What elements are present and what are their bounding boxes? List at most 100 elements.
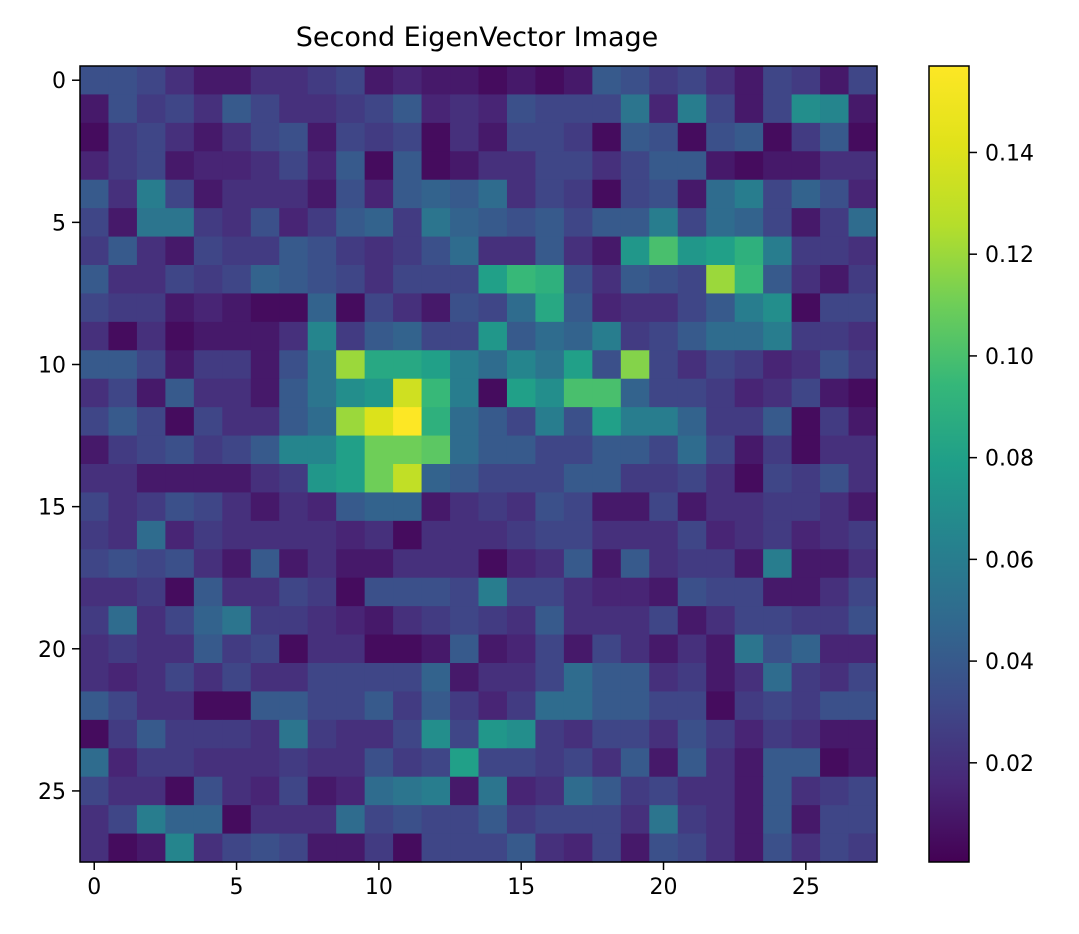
heatmap-cell bbox=[535, 691, 565, 721]
heatmap-cell bbox=[535, 265, 565, 295]
heatmap-cell bbox=[649, 350, 679, 380]
heatmap-cell bbox=[649, 520, 679, 550]
heatmap-cell bbox=[734, 66, 764, 96]
heatmap-cell bbox=[222, 122, 252, 152]
heatmap-cell bbox=[649, 66, 679, 96]
heatmap-cell bbox=[763, 606, 793, 636]
heatmap-cell bbox=[535, 293, 565, 323]
heatmap-cell bbox=[364, 634, 394, 664]
heatmap-cell bbox=[336, 265, 366, 295]
heatmap-cell bbox=[848, 748, 878, 778]
heatmap-cell bbox=[336, 378, 366, 408]
heatmap-cell bbox=[279, 350, 309, 380]
heatmap-cell bbox=[393, 549, 423, 579]
heatmap-cell bbox=[563, 663, 593, 693]
heatmap-cell bbox=[80, 719, 110, 749]
heatmap-cell bbox=[478, 691, 508, 721]
heatmap-cell bbox=[592, 520, 622, 550]
heatmap-cell bbox=[364, 236, 394, 266]
heatmap-cell bbox=[450, 236, 480, 266]
heatmap-cell bbox=[848, 407, 878, 437]
heatmap-cell bbox=[450, 492, 480, 522]
heatmap-cell bbox=[222, 776, 252, 806]
heatmap-cell bbox=[421, 407, 451, 437]
heatmap-cell bbox=[108, 634, 138, 664]
heatmap-cell bbox=[535, 634, 565, 664]
heatmap-cell bbox=[421, 122, 451, 152]
heatmap-cell bbox=[421, 719, 451, 749]
heatmap-cell bbox=[279, 94, 309, 124]
chart-title: Second EigenVector Image bbox=[296, 22, 659, 53]
plot-frame bbox=[79, 65, 878, 863]
heatmap-cell bbox=[506, 122, 537, 152]
heatmap-cell bbox=[820, 179, 850, 209]
heatmap-cell bbox=[165, 66, 195, 96]
heatmap-cell bbox=[592, 435, 622, 465]
heatmap-cell bbox=[136, 378, 166, 408]
heatmap-cell bbox=[848, 719, 878, 749]
heatmap-cell bbox=[706, 350, 736, 380]
heatmap-cell bbox=[734, 748, 764, 778]
heatmap-cell bbox=[193, 208, 223, 238]
heatmap-cell bbox=[222, 435, 252, 465]
heatmap-cell bbox=[450, 691, 480, 721]
heatmap-cell bbox=[279, 407, 309, 437]
heatmap-cell bbox=[848, 833, 878, 863]
heatmap-cell bbox=[848, 321, 878, 351]
heatmap-cell bbox=[450, 520, 480, 550]
heatmap-cell bbox=[136, 691, 166, 721]
heatmap-cell bbox=[250, 663, 280, 693]
heatmap-cell bbox=[734, 122, 764, 152]
heatmap-cell bbox=[165, 776, 195, 806]
heatmap-cell bbox=[478, 293, 508, 323]
heatmap-cell bbox=[649, 378, 679, 408]
heatmap-cell bbox=[165, 236, 195, 266]
heatmap-cell bbox=[250, 350, 280, 380]
heatmap-cell bbox=[592, 606, 622, 636]
heatmap-cell bbox=[706, 151, 736, 181]
heatmap-cell bbox=[307, 776, 337, 806]
heatmap-cell bbox=[307, 520, 337, 550]
heatmap-cell bbox=[620, 520, 650, 550]
heatmap-cell bbox=[563, 435, 593, 465]
heatmap-cell bbox=[108, 378, 138, 408]
heatmap-cell bbox=[535, 833, 565, 863]
heatmap-cell bbox=[734, 265, 764, 295]
heatmap-cell bbox=[649, 208, 679, 238]
heatmap-cell bbox=[165, 691, 195, 721]
heatmap-cell bbox=[80, 179, 110, 209]
heatmap-cell bbox=[706, 520, 736, 550]
heatmap-cell bbox=[478, 208, 508, 238]
heatmap-cell bbox=[677, 833, 707, 863]
heatmap-cell bbox=[307, 833, 337, 863]
heatmap-cell bbox=[763, 350, 793, 380]
heatmap-cell bbox=[364, 805, 394, 835]
heatmap-cell bbox=[165, 492, 195, 522]
heatmap-cell bbox=[80, 492, 110, 522]
heatmap-cell bbox=[563, 634, 593, 664]
heatmap-cell bbox=[250, 520, 280, 550]
heatmap-cell bbox=[620, 293, 650, 323]
heatmap-cell bbox=[820, 321, 850, 351]
heatmap-cell bbox=[108, 492, 138, 522]
heatmap-cell bbox=[791, 350, 821, 380]
heatmap-cell bbox=[592, 236, 622, 266]
heatmap-cell bbox=[450, 549, 480, 579]
heatmap-cell bbox=[222, 66, 252, 96]
heatmap-cell bbox=[193, 435, 223, 465]
heatmap-cell bbox=[165, 520, 195, 550]
heatmap-cell bbox=[108, 179, 138, 209]
heatmap-cell bbox=[136, 634, 166, 664]
y-tick-label: 5 bbox=[52, 211, 66, 236]
heatmap-cell bbox=[307, 464, 337, 494]
heatmap-cell bbox=[535, 321, 565, 351]
heatmap-cell bbox=[364, 321, 394, 351]
heatmap-cell bbox=[734, 321, 764, 351]
heatmap-cell bbox=[279, 179, 309, 209]
heatmap-cell bbox=[563, 776, 593, 806]
heatmap-cell bbox=[193, 549, 223, 579]
heatmap-cell bbox=[734, 293, 764, 323]
heatmap-cell bbox=[307, 66, 337, 96]
heatmap-cell bbox=[250, 549, 280, 579]
heatmap-cell bbox=[620, 833, 650, 863]
